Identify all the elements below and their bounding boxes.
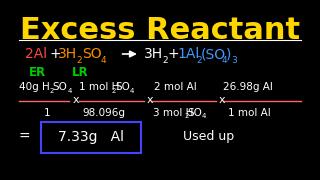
Text: 7.33g   Al: 7.33g Al <box>58 130 124 144</box>
Text: 4: 4 <box>129 88 133 94</box>
Text: 1: 1 <box>44 107 50 118</box>
Text: 2Al: 2Al <box>25 47 47 61</box>
Text: 4: 4 <box>101 56 106 65</box>
Text: 1Al: 1Al <box>177 47 200 61</box>
Text: =: = <box>19 130 31 144</box>
Text: 98.096g: 98.096g <box>82 107 125 118</box>
Text: 26.98g Al: 26.98g Al <box>223 82 273 92</box>
Text: 40g H: 40g H <box>19 82 50 92</box>
Text: ): ) <box>226 47 231 61</box>
Text: +: + <box>49 47 61 61</box>
Text: x: x <box>72 95 79 105</box>
Text: SO: SO <box>115 82 130 92</box>
Text: 2: 2 <box>49 88 53 94</box>
Text: Excess Reactant: Excess Reactant <box>20 16 300 45</box>
Text: +: + <box>168 47 180 61</box>
Text: 1 mol Al: 1 mol Al <box>228 107 270 118</box>
Text: 4: 4 <box>202 113 206 119</box>
Text: (SO: (SO <box>201 47 226 61</box>
Text: 2: 2 <box>162 56 168 65</box>
Text: x: x <box>219 95 225 105</box>
Text: 2 mol Al: 2 mol Al <box>154 82 197 92</box>
Text: 3H: 3H <box>58 47 77 61</box>
Text: SO: SO <box>52 82 68 92</box>
Text: 4: 4 <box>222 56 227 65</box>
Text: SO: SO <box>188 107 203 118</box>
FancyBboxPatch shape <box>41 122 141 153</box>
Text: 3: 3 <box>231 56 237 65</box>
Text: LR: LR <box>72 66 89 79</box>
Text: 4: 4 <box>67 88 72 94</box>
Text: ER: ER <box>29 66 46 79</box>
Text: 1 mol H: 1 mol H <box>79 82 120 92</box>
Text: Used up: Used up <box>183 130 234 143</box>
Text: SO: SO <box>82 47 101 61</box>
Text: 2: 2 <box>76 56 82 65</box>
Text: 2: 2 <box>112 88 116 94</box>
Text: 3H: 3H <box>144 47 163 61</box>
Text: 3 mol H: 3 mol H <box>153 107 193 118</box>
Text: 2: 2 <box>196 56 202 65</box>
Text: x: x <box>147 95 153 105</box>
Text: 2: 2 <box>184 113 188 119</box>
